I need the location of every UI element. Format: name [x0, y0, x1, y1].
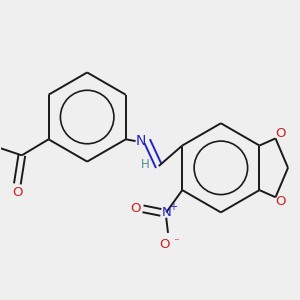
- Text: N: N: [136, 134, 146, 148]
- Text: +: +: [169, 202, 177, 212]
- Text: H: H: [141, 158, 150, 171]
- Text: O: O: [159, 238, 170, 251]
- Text: O: O: [12, 186, 22, 199]
- Text: O: O: [276, 195, 286, 208]
- Text: O: O: [131, 202, 141, 215]
- Text: N: N: [161, 206, 171, 219]
- Text: ⁻: ⁻: [173, 237, 179, 247]
- Text: O: O: [276, 128, 286, 140]
